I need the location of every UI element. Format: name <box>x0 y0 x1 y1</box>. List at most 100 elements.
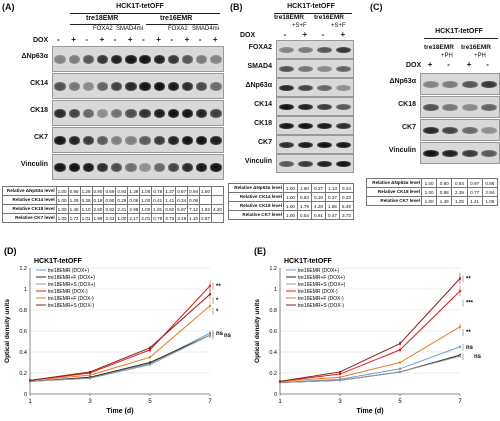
data-point <box>339 379 341 382</box>
blot-band <box>68 82 80 91</box>
quant-cell: 1.80 <box>199 186 213 196</box>
quant-cell <box>211 195 224 205</box>
quant-cell: 1.00 <box>139 186 153 196</box>
blot-strip-1 <box>52 73 224 99</box>
blot-band <box>68 109 80 118</box>
blot-band <box>96 55 109 64</box>
quant-cell: 1.01 <box>79 213 93 223</box>
quant-cell: 4.28 <box>311 201 326 211</box>
significance-label: ns <box>474 354 482 360</box>
quant-row-label: Relative ΔNp63α level <box>2 186 57 196</box>
legend-entry: tre18EMR+S (DOX-) <box>48 303 94 309</box>
blot-band <box>181 163 194 172</box>
y-tick-label: 0.6 <box>269 329 277 335</box>
x-tick-label: 5 <box>148 399 152 405</box>
blot-strip-3 <box>276 97 354 116</box>
blot-band <box>54 55 66 64</box>
panel-c-dox-label: DOX <box>406 62 422 69</box>
quant-cell: 0.94 <box>187 186 201 196</box>
quant-cell: 2.43 <box>103 213 117 223</box>
quant-cell: 0.27 <box>311 183 326 193</box>
blot-band <box>316 46 333 53</box>
blot-label-1: SMAD4 <box>247 62 272 70</box>
blot-strip-2 <box>276 78 354 97</box>
data-point <box>279 380 281 383</box>
panel-label: (D) <box>4 246 17 256</box>
blot-label-2: CK18 <box>30 107 48 114</box>
quant-cell: 0.47 <box>325 210 340 220</box>
quant-row-label: Relative CK18 level <box>366 187 422 197</box>
blot-label-4: Vinculin <box>20 161 48 168</box>
y-tick-label: 0 <box>274 392 277 398</box>
blot-label-3: CK7 <box>33 134 48 141</box>
blot-band <box>278 103 295 110</box>
quant-cell: 1.49 <box>436 196 453 206</box>
dox-sign-7: - <box>142 35 145 44</box>
quant-row: Relative CK14 level 1.00 0.83 0.18 0.37 0.23 <box>228 192 354 202</box>
blot-band <box>196 55 208 64</box>
quant-row: Relative CK14 level 1.00 1.28 0.38 0.18 0.90 0… <box>2 195 224 205</box>
quant-cell: 1.00 <box>420 187 438 197</box>
quant-cell: 0.29 <box>115 195 129 205</box>
quant-cell: 1.10 <box>187 213 201 223</box>
blot-strip-0 <box>420 73 500 95</box>
blot-band <box>297 160 314 167</box>
quant-cell: 1.00 <box>283 201 298 211</box>
panel-a-group1-line <box>70 24 140 25</box>
blot-band <box>181 55 194 64</box>
blot-strip-1 <box>276 59 354 78</box>
series-line <box>279 278 461 382</box>
panel-a-group-1: tre18EMR <box>86 15 119 22</box>
series-line <box>279 290 461 382</box>
y-tick-label: 1.2 <box>269 266 277 272</box>
significance-label: ** <box>466 330 471 336</box>
data-point <box>399 342 401 345</box>
panel-b-sub-2: +S+F <box>331 23 346 29</box>
blot-band <box>153 136 165 145</box>
panel-c-title-underline <box>424 38 498 39</box>
panel-b-title-underline <box>274 13 352 14</box>
quant-cell: 1.81 <box>151 204 165 214</box>
blot-label-0: FOXA2 <box>248 43 272 51</box>
blot-band <box>316 65 333 72</box>
blot-band <box>167 136 180 145</box>
quant-cell: 1.25 <box>451 196 468 206</box>
x-axis-label: Time (d) <box>356 408 383 415</box>
quant-cell: 1.00 <box>283 192 298 202</box>
y-tick-label: 0.2 <box>269 371 277 377</box>
quant-cell: 1.79 <box>297 201 312 211</box>
legend-entry: tre16EMR+F (DOX+) <box>298 275 345 281</box>
blot-band <box>153 109 165 118</box>
blot-band <box>54 136 66 145</box>
quant-row-label: Relative CK7 level <box>2 213 57 223</box>
dox-sign-2: - <box>447 60 450 69</box>
quant-cell: 0.95 <box>67 186 81 196</box>
blot-band <box>125 163 137 172</box>
legend-entry: tre18EMR+F (DOX+) <box>48 275 95 281</box>
legend-entry: tre16EMR+S (DOX-) <box>298 303 344 309</box>
series-line <box>29 305 211 381</box>
quant-cell: 1.45 <box>67 204 81 214</box>
blot-band <box>111 163 123 172</box>
blot-band <box>278 160 295 167</box>
blot-band <box>297 103 314 110</box>
blot-band <box>297 141 314 148</box>
blot-band <box>335 65 352 72</box>
quant-cell: 1.00 <box>55 186 69 196</box>
panel-d: (D) HCK1T-tetOFF 0 0.2 0.4 0.6 0.8 1 1.2 1 3 5 7 Time… <box>0 244 250 416</box>
x-tick-label: 7 <box>458 399 462 405</box>
data-point <box>459 290 461 293</box>
dox-sign-3: - <box>321 30 325 39</box>
series-line <box>279 346 461 383</box>
quant-cell: 1.00 <box>420 196 438 206</box>
blot-band <box>181 82 194 91</box>
quant-cell: 2.17 <box>127 213 141 223</box>
x-tick-label: 5 <box>398 399 402 405</box>
y-tick-label: 0.6 <box>19 329 27 335</box>
y-tick-label: 1 <box>24 287 27 293</box>
blot-band <box>111 82 123 91</box>
data-point <box>399 367 401 370</box>
quant-cell: 0.90 <box>91 186 105 196</box>
quant-cell: 0.18 <box>311 192 326 202</box>
quant-cell: 1.41 <box>466 196 483 206</box>
